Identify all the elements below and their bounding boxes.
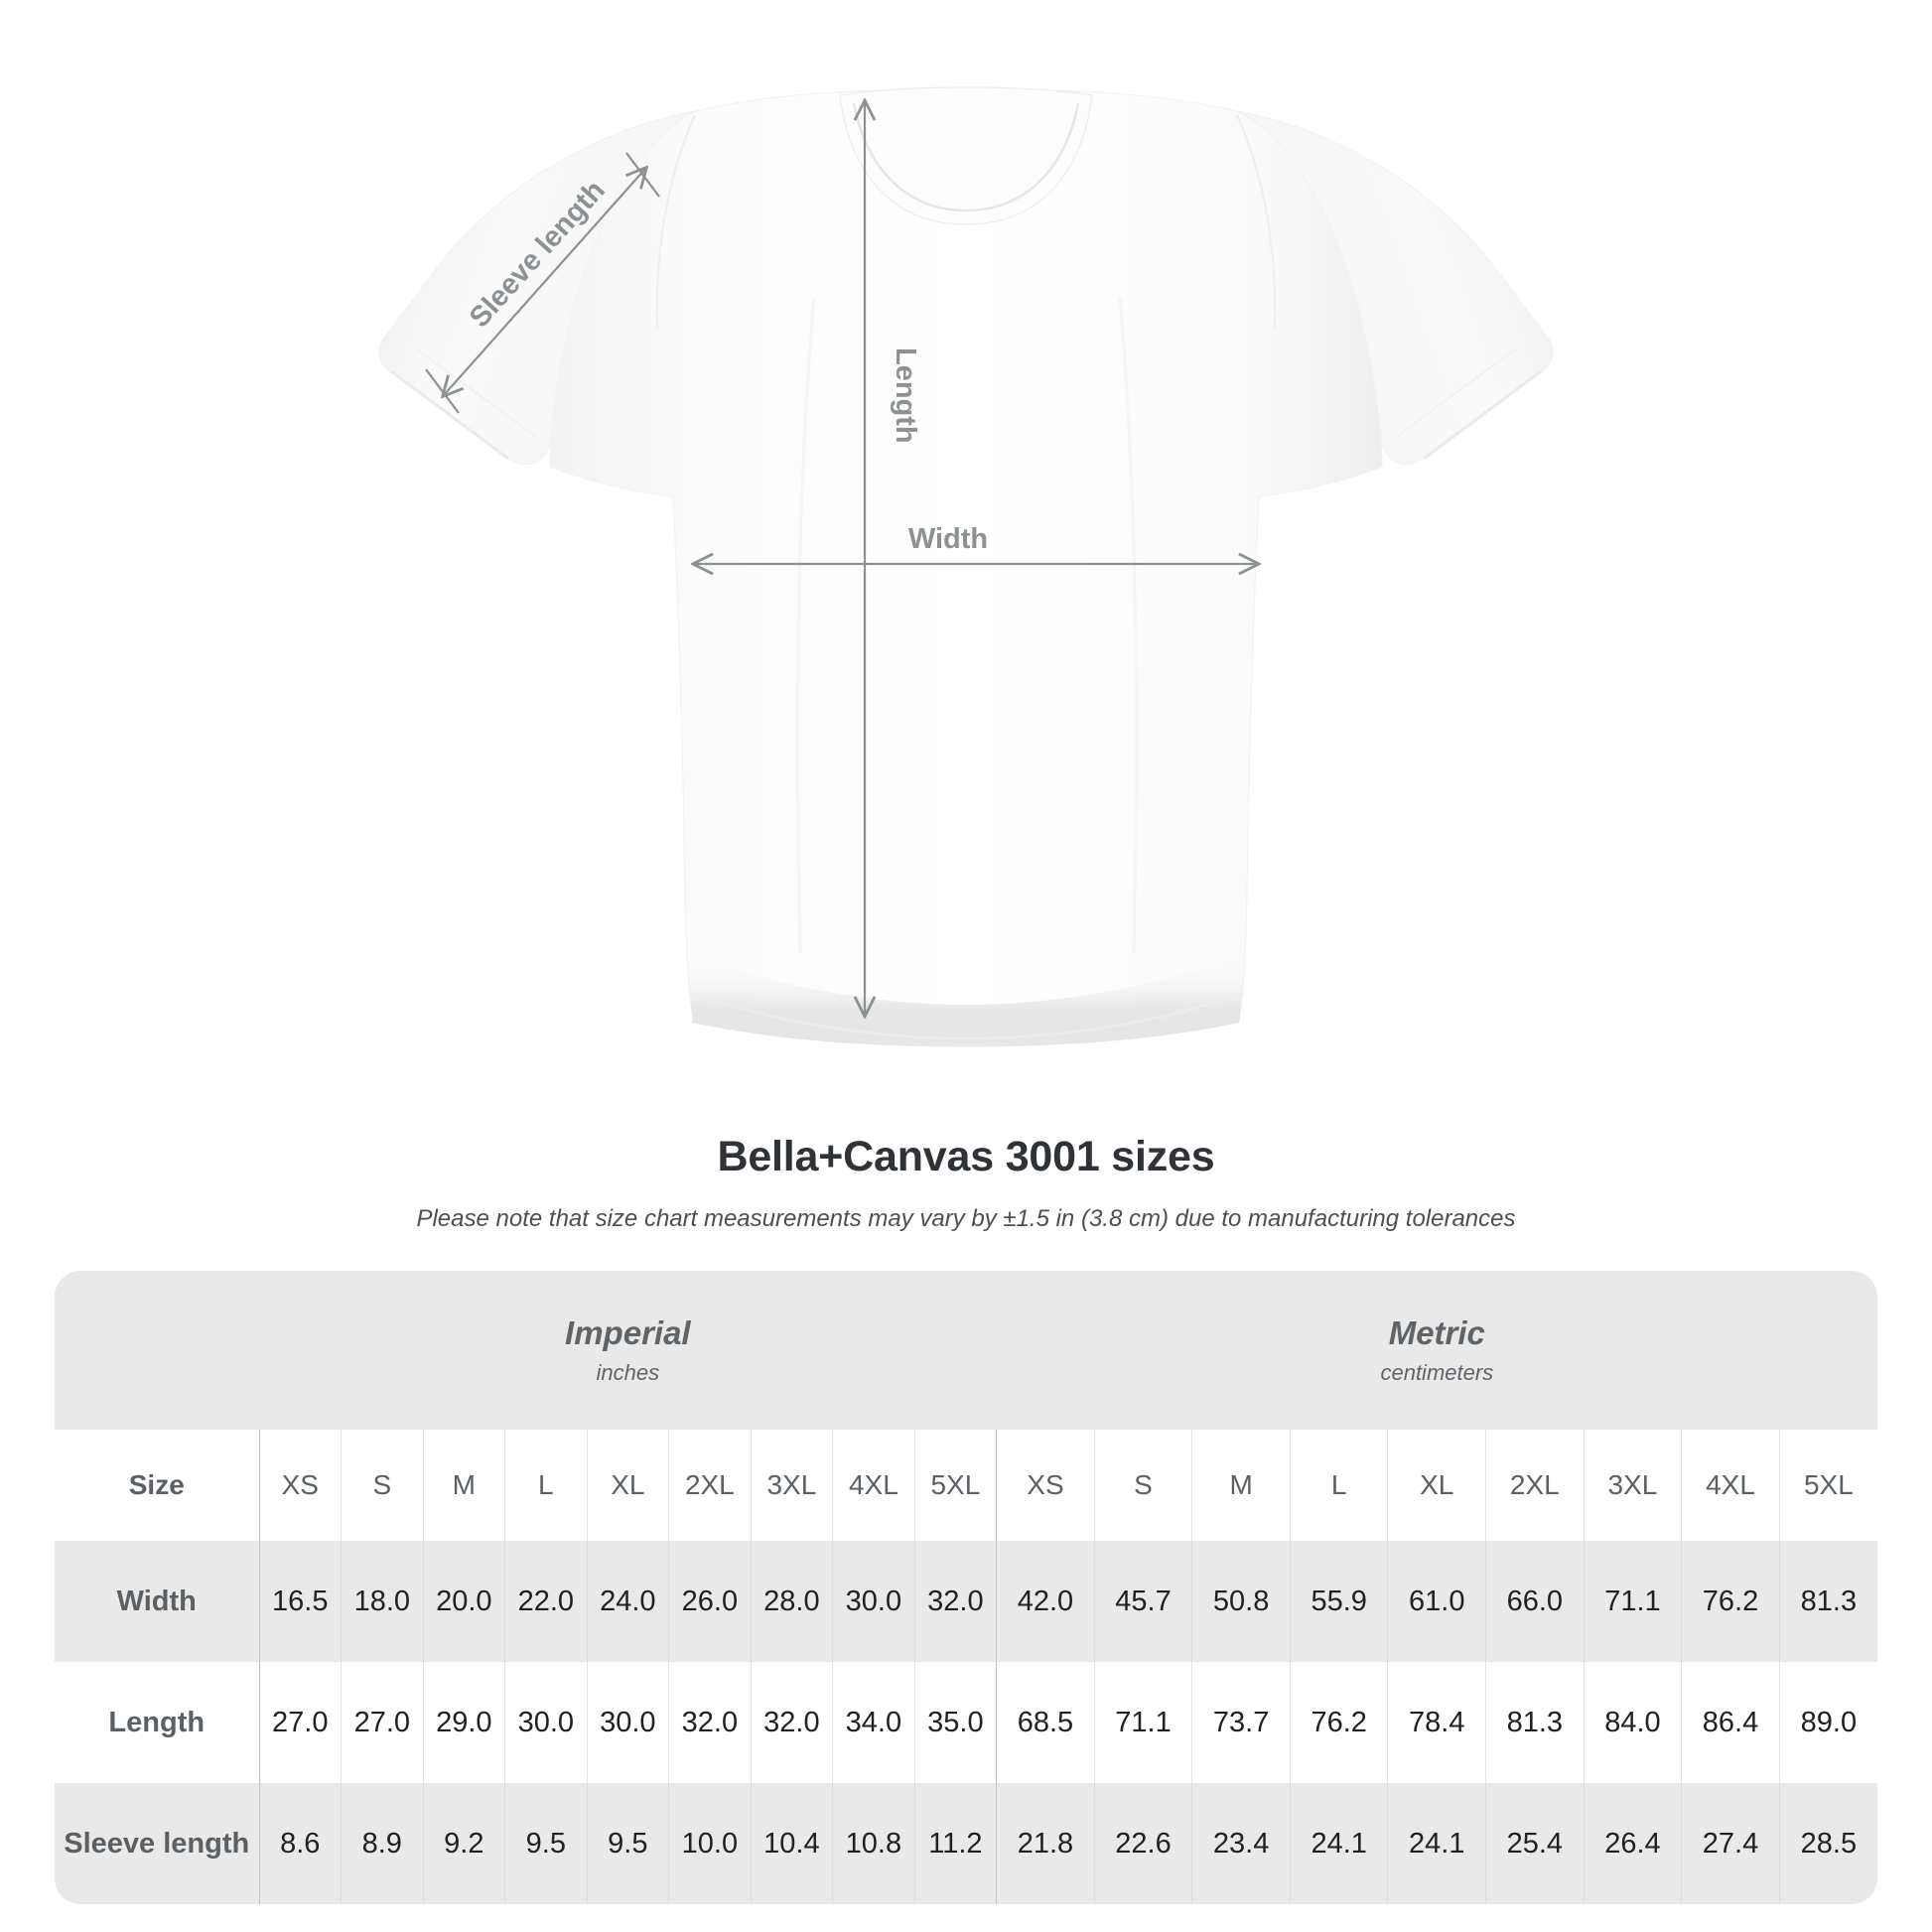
- cell-sleeve-imperial-l: 9.5: [504, 1783, 588, 1904]
- row-label-length: Length: [55, 1662, 260, 1783]
- size-header-metric-xs: XS: [996, 1430, 1095, 1541]
- cell-sleeve-metric-2xl: 25.4: [1485, 1783, 1585, 1904]
- size-table-wrapper: Imperial inches Metric centimeters Size …: [55, 1271, 1877, 1904]
- cell-width-metric-2xl: 66.0: [1485, 1541, 1585, 1662]
- length-label: Length: [890, 347, 921, 444]
- cell-width-imperial-4xl: 30.0: [832, 1541, 915, 1662]
- cell-length-imperial-4xl: 34.0: [832, 1662, 915, 1783]
- cell-width-metric-s: 45.7: [1093, 1541, 1192, 1662]
- size-header-metric-2xl: 2XL: [1485, 1430, 1585, 1541]
- width-label: Width: [908, 523, 988, 555]
- page-title: Bella+Canvas 3001 sizes: [717, 1133, 1215, 1180]
- tshirt-illustration: Length Width Sleeve length: [378, 86, 1554, 1047]
- cell-length-metric-xs: 68.5: [996, 1662, 1095, 1783]
- width-dimension: Width: [695, 523, 1257, 564]
- unit-imperial-name: Imperial: [565, 1314, 691, 1352]
- cell-length-imperial-xl: 30.0: [586, 1662, 669, 1783]
- cell-length-metric-m: 73.7: [1191, 1662, 1291, 1783]
- heading-block: Bella+Canvas 3001 sizes Please note that…: [0, 1132, 1932, 1234]
- cell-sleeve-metric-xl: 24.1: [1387, 1783, 1486, 1904]
- cell-sleeve-imperial-4xl: 10.8: [832, 1783, 915, 1904]
- cell-sleeve-imperial-xl: 9.5: [586, 1783, 669, 1904]
- cell-width-metric-m: 50.8: [1191, 1541, 1291, 1662]
- cell-sleeve-metric-xs: 21.8: [996, 1783, 1095, 1904]
- cell-width-imperial-2xl: 26.0: [668, 1541, 752, 1662]
- cell-length-imperial-3xl: 32.0: [750, 1662, 833, 1783]
- cell-width-imperial-s: 18.0: [341, 1541, 424, 1662]
- size-header-metric-m: M: [1191, 1430, 1291, 1541]
- cell-sleeve-imperial-5xl: 11.2: [913, 1783, 997, 1904]
- cell-width-metric-xl: 61.0: [1387, 1541, 1486, 1662]
- cell-sleeve-metric-m: 23.4: [1191, 1783, 1291, 1904]
- table-row: Length 27.0 27.0 29.0 30.0 30.0 32.0 32.…: [55, 1662, 1877, 1783]
- cell-length-imperial-s: 27.0: [341, 1662, 424, 1783]
- size-header-imperial-2xl: 2XL: [668, 1430, 752, 1541]
- unit-blank-cell: [55, 1271, 260, 1430]
- table-row: Width 16.5 18.0 20.0 22.0 24.0 26.0 28.0…: [55, 1541, 1877, 1662]
- size-header-metric-5xl: 5XL: [1778, 1430, 1877, 1541]
- cell-length-metric-3xl: 84.0: [1583, 1662, 1682, 1783]
- cell-sleeve-metric-5xl: 28.5: [1778, 1783, 1877, 1904]
- row-label-width: Width: [55, 1541, 260, 1662]
- sleeve-length-arrow: [444, 169, 645, 395]
- size-header-imperial-3xl: 3XL: [750, 1430, 833, 1541]
- cell-length-metric-4xl: 86.4: [1681, 1662, 1780, 1783]
- row-label-sleeve-length: Sleeve length: [55, 1783, 260, 1904]
- unit-metric-name: Metric: [1388, 1314, 1485, 1352]
- cell-width-imperial-l: 22.0: [504, 1541, 588, 1662]
- cell-width-metric-4xl: 76.2: [1681, 1541, 1780, 1662]
- size-header-metric-3xl: 3XL: [1583, 1430, 1682, 1541]
- cell-width-metric-3xl: 71.1: [1583, 1541, 1682, 1662]
- unit-header-row: Imperial inches Metric centimeters: [55, 1271, 1877, 1430]
- cell-width-imperial-5xl: 32.0: [913, 1541, 997, 1662]
- cell-length-metric-xl: 78.4: [1387, 1662, 1486, 1783]
- cell-sleeve-imperial-m: 9.2: [422, 1783, 505, 1904]
- cell-length-metric-2xl: 81.3: [1485, 1662, 1585, 1783]
- unit-group-metric: Metric centimeters: [996, 1271, 1877, 1430]
- size-column-label: Size: [55, 1430, 260, 1541]
- cell-sleeve-imperial-2xl: 10.0: [668, 1783, 752, 1904]
- cell-width-imperial-3xl: 28.0: [750, 1541, 833, 1662]
- cell-length-imperial-2xl: 32.0: [668, 1662, 752, 1783]
- cell-length-imperial-5xl: 35.0: [913, 1662, 997, 1783]
- cell-sleeve-metric-s: 22.6: [1093, 1783, 1192, 1904]
- cell-length-metric-5xl: 89.0: [1778, 1662, 1877, 1783]
- size-header-metric-4xl: 4XL: [1681, 1430, 1780, 1541]
- size-header-imperial-4xl: 4XL: [832, 1430, 915, 1541]
- cell-sleeve-metric-3xl: 26.4: [1583, 1783, 1682, 1904]
- cell-length-imperial-xs: 27.0: [258, 1662, 342, 1783]
- size-header-imperial-l: L: [504, 1430, 588, 1541]
- cell-width-imperial-m: 20.0: [422, 1541, 505, 1662]
- size-header-imperial-s: S: [341, 1430, 424, 1541]
- size-header-metric-xl: XL: [1387, 1430, 1486, 1541]
- size-chart-table: Imperial inches Metric centimeters Size …: [55, 1271, 1877, 1904]
- cell-length-metric-s: 71.1: [1093, 1662, 1192, 1783]
- table-row: Sleeve length 8.6 8.9 9.2 9.5 9.5 10.0 1…: [55, 1783, 1877, 1904]
- cell-width-metric-l: 55.9: [1289, 1541, 1388, 1662]
- tolerance-note: Please note that size chart measurements…: [416, 1204, 1516, 1232]
- cell-sleeve-imperial-3xl: 10.4: [750, 1783, 833, 1904]
- size-header-imperial-xl: XL: [586, 1430, 669, 1541]
- size-header-imperial-5xl: 5XL: [913, 1430, 997, 1541]
- unit-imperial-sub: inches: [596, 1360, 660, 1386]
- cell-width-imperial-xs: 16.5: [258, 1541, 342, 1662]
- cell-width-metric-xs: 42.0: [996, 1541, 1095, 1662]
- cell-length-imperial-l: 30.0: [504, 1662, 588, 1783]
- size-header-imperial-xs: XS: [258, 1430, 342, 1541]
- cell-length-imperial-m: 29.0: [422, 1662, 505, 1783]
- size-header-row: Size XS S M L XL 2XL 3XL 4XL 5XL XS S M …: [55, 1430, 1877, 1541]
- size-header-metric-s: S: [1093, 1430, 1192, 1541]
- cell-length-metric-l: 76.2: [1289, 1662, 1388, 1783]
- cell-sleeve-metric-l: 24.1: [1289, 1783, 1388, 1904]
- cell-sleeve-imperial-xs: 8.6: [258, 1783, 342, 1904]
- cell-sleeve-metric-4xl: 27.4: [1681, 1783, 1780, 1904]
- size-header-imperial-m: M: [422, 1430, 505, 1541]
- unit-group-imperial: Imperial inches: [259, 1271, 997, 1430]
- size-header-metric-l: L: [1289, 1430, 1388, 1541]
- cell-sleeve-imperial-s: 8.9: [341, 1783, 424, 1904]
- cell-width-metric-5xl: 81.3: [1778, 1541, 1877, 1662]
- unit-metric-sub: centimeters: [1380, 1360, 1494, 1386]
- cell-width-imperial-xl: 24.0: [586, 1541, 669, 1662]
